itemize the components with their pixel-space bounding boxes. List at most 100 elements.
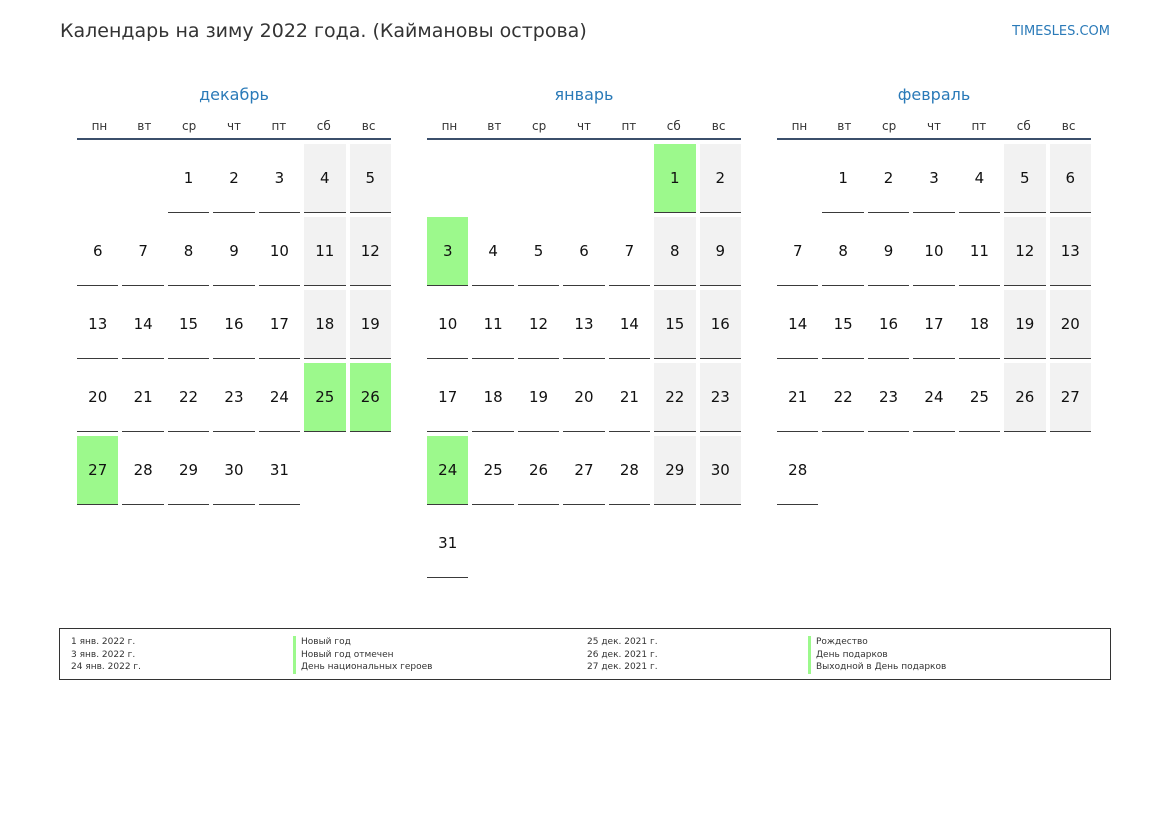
day-cell: 7 (777, 217, 819, 286)
day-cell: 25 (958, 363, 1001, 432)
day-cell: 4 (472, 217, 514, 286)
legend-names-right: Рождество День подарков Выходной в День … (808, 636, 946, 674)
legend-date: 1 янв. 2022 г. (71, 637, 136, 647)
day-cell: 19 (349, 290, 391, 359)
day-cell: 10 (913, 217, 955, 286)
day-cell: 30 (213, 436, 255, 505)
day-cell: 2 (867, 144, 910, 213)
empty-cell (609, 144, 650, 213)
empty-cell (563, 144, 604, 213)
weekday-label: ср (882, 119, 897, 133)
day-cell: 11 (958, 217, 1001, 286)
day-cell: 17 (913, 290, 955, 359)
day-cell: 9 (867, 217, 910, 286)
legend-names-left: Новый год Новый год отмечен День национа… (293, 636, 432, 674)
empty-cell (777, 144, 818, 213)
day-cell: 27 (563, 436, 605, 505)
day-cell: 21 (608, 363, 651, 432)
weekday-label: сб (316, 119, 331, 133)
day-cell: 4 (958, 144, 1001, 213)
day-cell: 14 (777, 290, 819, 359)
day-cell: 22 (822, 363, 864, 432)
day-cell: 23 (213, 363, 255, 432)
weekday-header: пн вт ср чт пт сб вс (427, 112, 741, 140)
day-cell: 16 (699, 290, 741, 359)
day-cell: 4 (304, 144, 346, 213)
day-cell: 10 (427, 290, 469, 359)
legend-holiday-name: День национальных героев (293, 661, 432, 674)
day-cell: 8 (822, 217, 864, 286)
month-february: февраль пн вт ср чт пт сб вс 1 2 3 4 5 6 7 8 9 10… (777, 84, 1091, 505)
day-cell: 28 (777, 436, 819, 505)
day-cell: 8 (167, 217, 210, 286)
day-cell: 19 (1004, 290, 1046, 359)
day-cell: 31 (258, 436, 301, 505)
month-name: декабрь (199, 85, 269, 104)
day-grid: 1 2 3 4 5 6 7 8 9 10 11 12 13 14 15 16 17 18 19 20 21 22 23 24 2… (427, 144, 741, 578)
day-cell: 28 (122, 436, 164, 505)
day-cell: 31 (427, 509, 469, 578)
day-cell: 1 (822, 144, 864, 213)
day-cell: 20 (77, 363, 119, 432)
holiday-day-cell: 1 (654, 144, 696, 213)
day-cell: 21 (122, 363, 164, 432)
legend-date: 26 дек. 2021 г. (587, 649, 658, 660)
weekday-label: сб (666, 119, 681, 133)
day-cell: 11 (472, 290, 514, 359)
day-cell: 3 (913, 144, 955, 213)
day-grid: 1 2 3 4 5 6 7 8 9 10 11 12 13 14 15 16 17 18 19 20 21 22 23 24 2… (77, 144, 391, 505)
month-name: февраль (897, 85, 971, 104)
legend-holiday-name: Новый год отмечен (293, 648, 432, 661)
day-cell: 14 (122, 290, 164, 359)
day-cell: 14 (608, 290, 651, 359)
empty-cell (77, 144, 118, 213)
day-cell: 9 (699, 217, 741, 286)
weekday-label: вс (361, 119, 376, 133)
month-january: январь пн вт ср чт пт сб вс 1 2 3 4 5 6 7 8 9 10 1… (427, 84, 741, 578)
day-cell: 1 (167, 144, 210, 213)
day-cell: 18 (472, 363, 514, 432)
day-cell: 10 (258, 217, 301, 286)
legend-date: 3 янв. 2022 г. (71, 649, 136, 660)
weekday-header: пн вт ср чт пт сб вс (777, 112, 1091, 140)
day-cell: 5 (517, 217, 560, 286)
weekday-label: вт (137, 119, 152, 133)
day-cell: 8 (654, 217, 696, 286)
day-cell: 9 (213, 217, 255, 286)
day-cell: 19 (517, 363, 560, 432)
weekday-label: пн (791, 119, 808, 133)
day-cell: 13 (1049, 217, 1091, 286)
day-cell: 17 (427, 363, 469, 432)
day-cell: 13 (563, 290, 605, 359)
weekday-label: ср (182, 119, 197, 133)
day-cell: 12 (349, 217, 391, 286)
holiday-day-cell: 25 (304, 363, 346, 432)
day-cell: 11 (304, 217, 346, 286)
legend-holiday-name: Выходной в День подарков (808, 661, 946, 674)
day-cell: 28 (608, 436, 651, 505)
day-cell: 18 (958, 290, 1001, 359)
day-cell: 16 (213, 290, 255, 359)
day-cell: 7 (122, 217, 164, 286)
weekday-label: пн (91, 119, 108, 133)
day-cell: 29 (654, 436, 696, 505)
day-cell: 21 (777, 363, 819, 432)
day-cell: 15 (654, 290, 696, 359)
day-cell: 2 (699, 144, 741, 213)
weekday-label: вс (711, 119, 726, 133)
holiday-day-cell: 24 (427, 436, 469, 505)
holiday-day-cell: 3 (427, 217, 469, 286)
weekday-label: пт (621, 119, 637, 133)
weekday-label: чт (926, 119, 942, 133)
legend-date: 27 дек. 2021 г. (587, 662, 658, 672)
day-cell: 3 (258, 144, 301, 213)
day-cell: 6 (563, 217, 605, 286)
day-cell: 26 (517, 436, 560, 505)
day-cell: 5 (1004, 144, 1046, 213)
weekday-label: вт (487, 119, 502, 133)
weekday-label: вс (1061, 119, 1076, 133)
weekday-label: чт (226, 119, 242, 133)
site-link[interactable]: TIMESLES.COM (1012, 24, 1110, 39)
day-cell: 27 (1049, 363, 1091, 432)
weekday-label: пт (971, 119, 987, 133)
